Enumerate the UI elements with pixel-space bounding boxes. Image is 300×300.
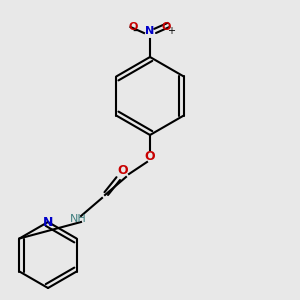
Text: -: - — [133, 25, 137, 38]
Text: NH: NH — [70, 214, 86, 224]
Text: O: O — [118, 164, 128, 178]
Text: +: + — [167, 26, 175, 37]
Text: N: N — [146, 26, 154, 37]
Text: O: O — [145, 149, 155, 163]
Text: N: N — [43, 215, 53, 229]
Text: O: O — [129, 22, 138, 32]
Text: O: O — [162, 22, 171, 32]
